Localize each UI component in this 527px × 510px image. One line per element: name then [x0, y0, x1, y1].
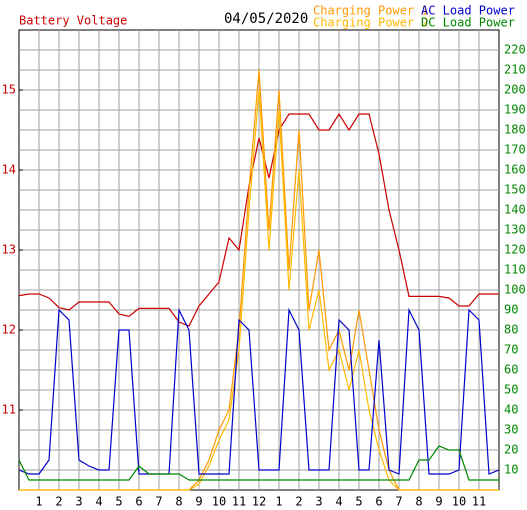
x-tick-label: 1 — [275, 495, 282, 509]
y2-tick-label: 120 — [504, 243, 526, 257]
x-tick-label: 10 — [452, 495, 466, 509]
x-tick-label: 4 — [335, 495, 342, 509]
y2-tick-label: 160 — [504, 163, 526, 177]
x-tick-label: 2 — [295, 495, 302, 509]
x-tick-label: 12 — [252, 495, 266, 509]
y2-tick-label: 100 — [504, 283, 526, 297]
x-tick-label: 4 — [95, 495, 102, 509]
x-tick-label: 11 — [472, 495, 486, 509]
y2-tick-label: 40 — [504, 403, 518, 417]
y-tick-label: 12 — [2, 323, 16, 337]
x-tick-label: 5 — [115, 495, 122, 509]
y2-tick-label: 140 — [504, 203, 526, 217]
y-tick-label: 15 — [2, 83, 16, 97]
legend-voltage: Battery Voltage — [19, 14, 127, 28]
y2-tick-label: 60 — [504, 363, 518, 377]
y2-tick-label: 70 — [504, 343, 518, 357]
series-line — [18, 112, 499, 327]
x-tick-label: 8 — [175, 495, 182, 509]
y2-tick-label: 200 — [504, 83, 526, 97]
legend-charging-1: Charging Power 1 — [313, 4, 429, 18]
y2-tick-label: 180 — [504, 123, 526, 137]
y2-tick-label: 110 — [504, 263, 526, 277]
series-line — [18, 307, 500, 475]
x-tick-label: 6 — [135, 495, 142, 509]
y2-tick-label: 10 — [504, 463, 518, 477]
x-tick-label: 8 — [415, 495, 422, 509]
x-tick-label: 9 — [195, 495, 202, 509]
y-tick-label: 14 — [2, 163, 16, 177]
y2-tick-label: 130 — [504, 223, 526, 237]
x-tick-label: 11 — [232, 495, 246, 509]
x-tick-label: 2 — [55, 495, 62, 509]
x-tick-label: 6 — [375, 495, 382, 509]
x-tick-label: 10 — [212, 495, 226, 509]
y2-tick-label: 170 — [504, 143, 526, 157]
x-tick-label: 5 — [355, 495, 362, 509]
y2-tick-label: 220 — [504, 43, 526, 57]
series-line — [19, 89, 499, 491]
y2-tick-label: 80 — [504, 323, 518, 337]
y2-tick-label: 90 — [504, 303, 518, 317]
y2-tick-label: 190 — [504, 103, 526, 117]
y-tick-label: 13 — [2, 243, 16, 257]
legend-charging-2: Charging Power 2 — [313, 16, 429, 30]
legend-ac-load: AC Load Power — [421, 4, 515, 18]
x-tick-label: 7 — [155, 495, 162, 509]
x-tick-label: 3 — [75, 495, 82, 509]
y2-tick-label: 50 — [504, 383, 518, 397]
y2-tick-label: 210 — [504, 63, 526, 77]
legend-dc-load: DC Load Power — [421, 16, 515, 30]
y-tick-label: 11 — [2, 403, 16, 417]
y2-tick-label: 20 — [504, 443, 518, 457]
y2-tick-label: 150 — [504, 183, 526, 197]
chart-title: 04/05/2020 — [224, 11, 308, 27]
y2-tick-label: 30 — [504, 423, 518, 437]
x-tick-label: 3 — [315, 495, 322, 509]
x-tick-label: 9 — [435, 495, 442, 509]
x-tick-label: 7 — [395, 495, 402, 509]
series-line — [18, 445, 499, 481]
x-tick-label: 1 — [35, 495, 42, 509]
